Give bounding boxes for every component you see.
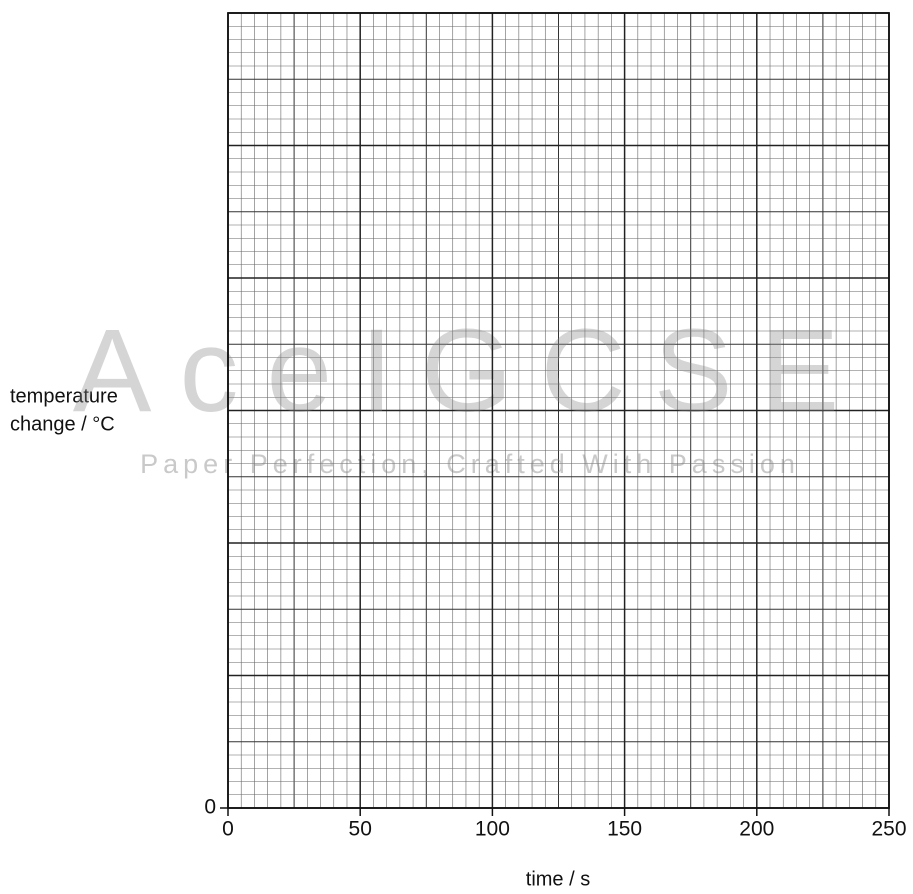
y-tick-label: 0 xyxy=(204,796,216,819)
y-axis-label: temperature xyxy=(10,385,118,407)
plot-border xyxy=(227,12,890,809)
x-axis-label: time / s xyxy=(526,868,590,890)
x-tick-label: 100 xyxy=(475,818,510,841)
graph-paper xyxy=(228,12,889,809)
y-axis-label: change / °C xyxy=(10,413,115,435)
x-tick-label: 250 xyxy=(871,818,906,841)
x-tick-label: 200 xyxy=(739,818,774,841)
watermark-subtitle: Paper Perfection, Crafted With Passion xyxy=(140,449,800,479)
x-tick-label: 150 xyxy=(607,818,642,841)
x-tick-label: 0 xyxy=(222,818,234,841)
x-tick-label: 50 xyxy=(349,818,372,841)
watermark: AceIGCSE xyxy=(73,305,868,437)
